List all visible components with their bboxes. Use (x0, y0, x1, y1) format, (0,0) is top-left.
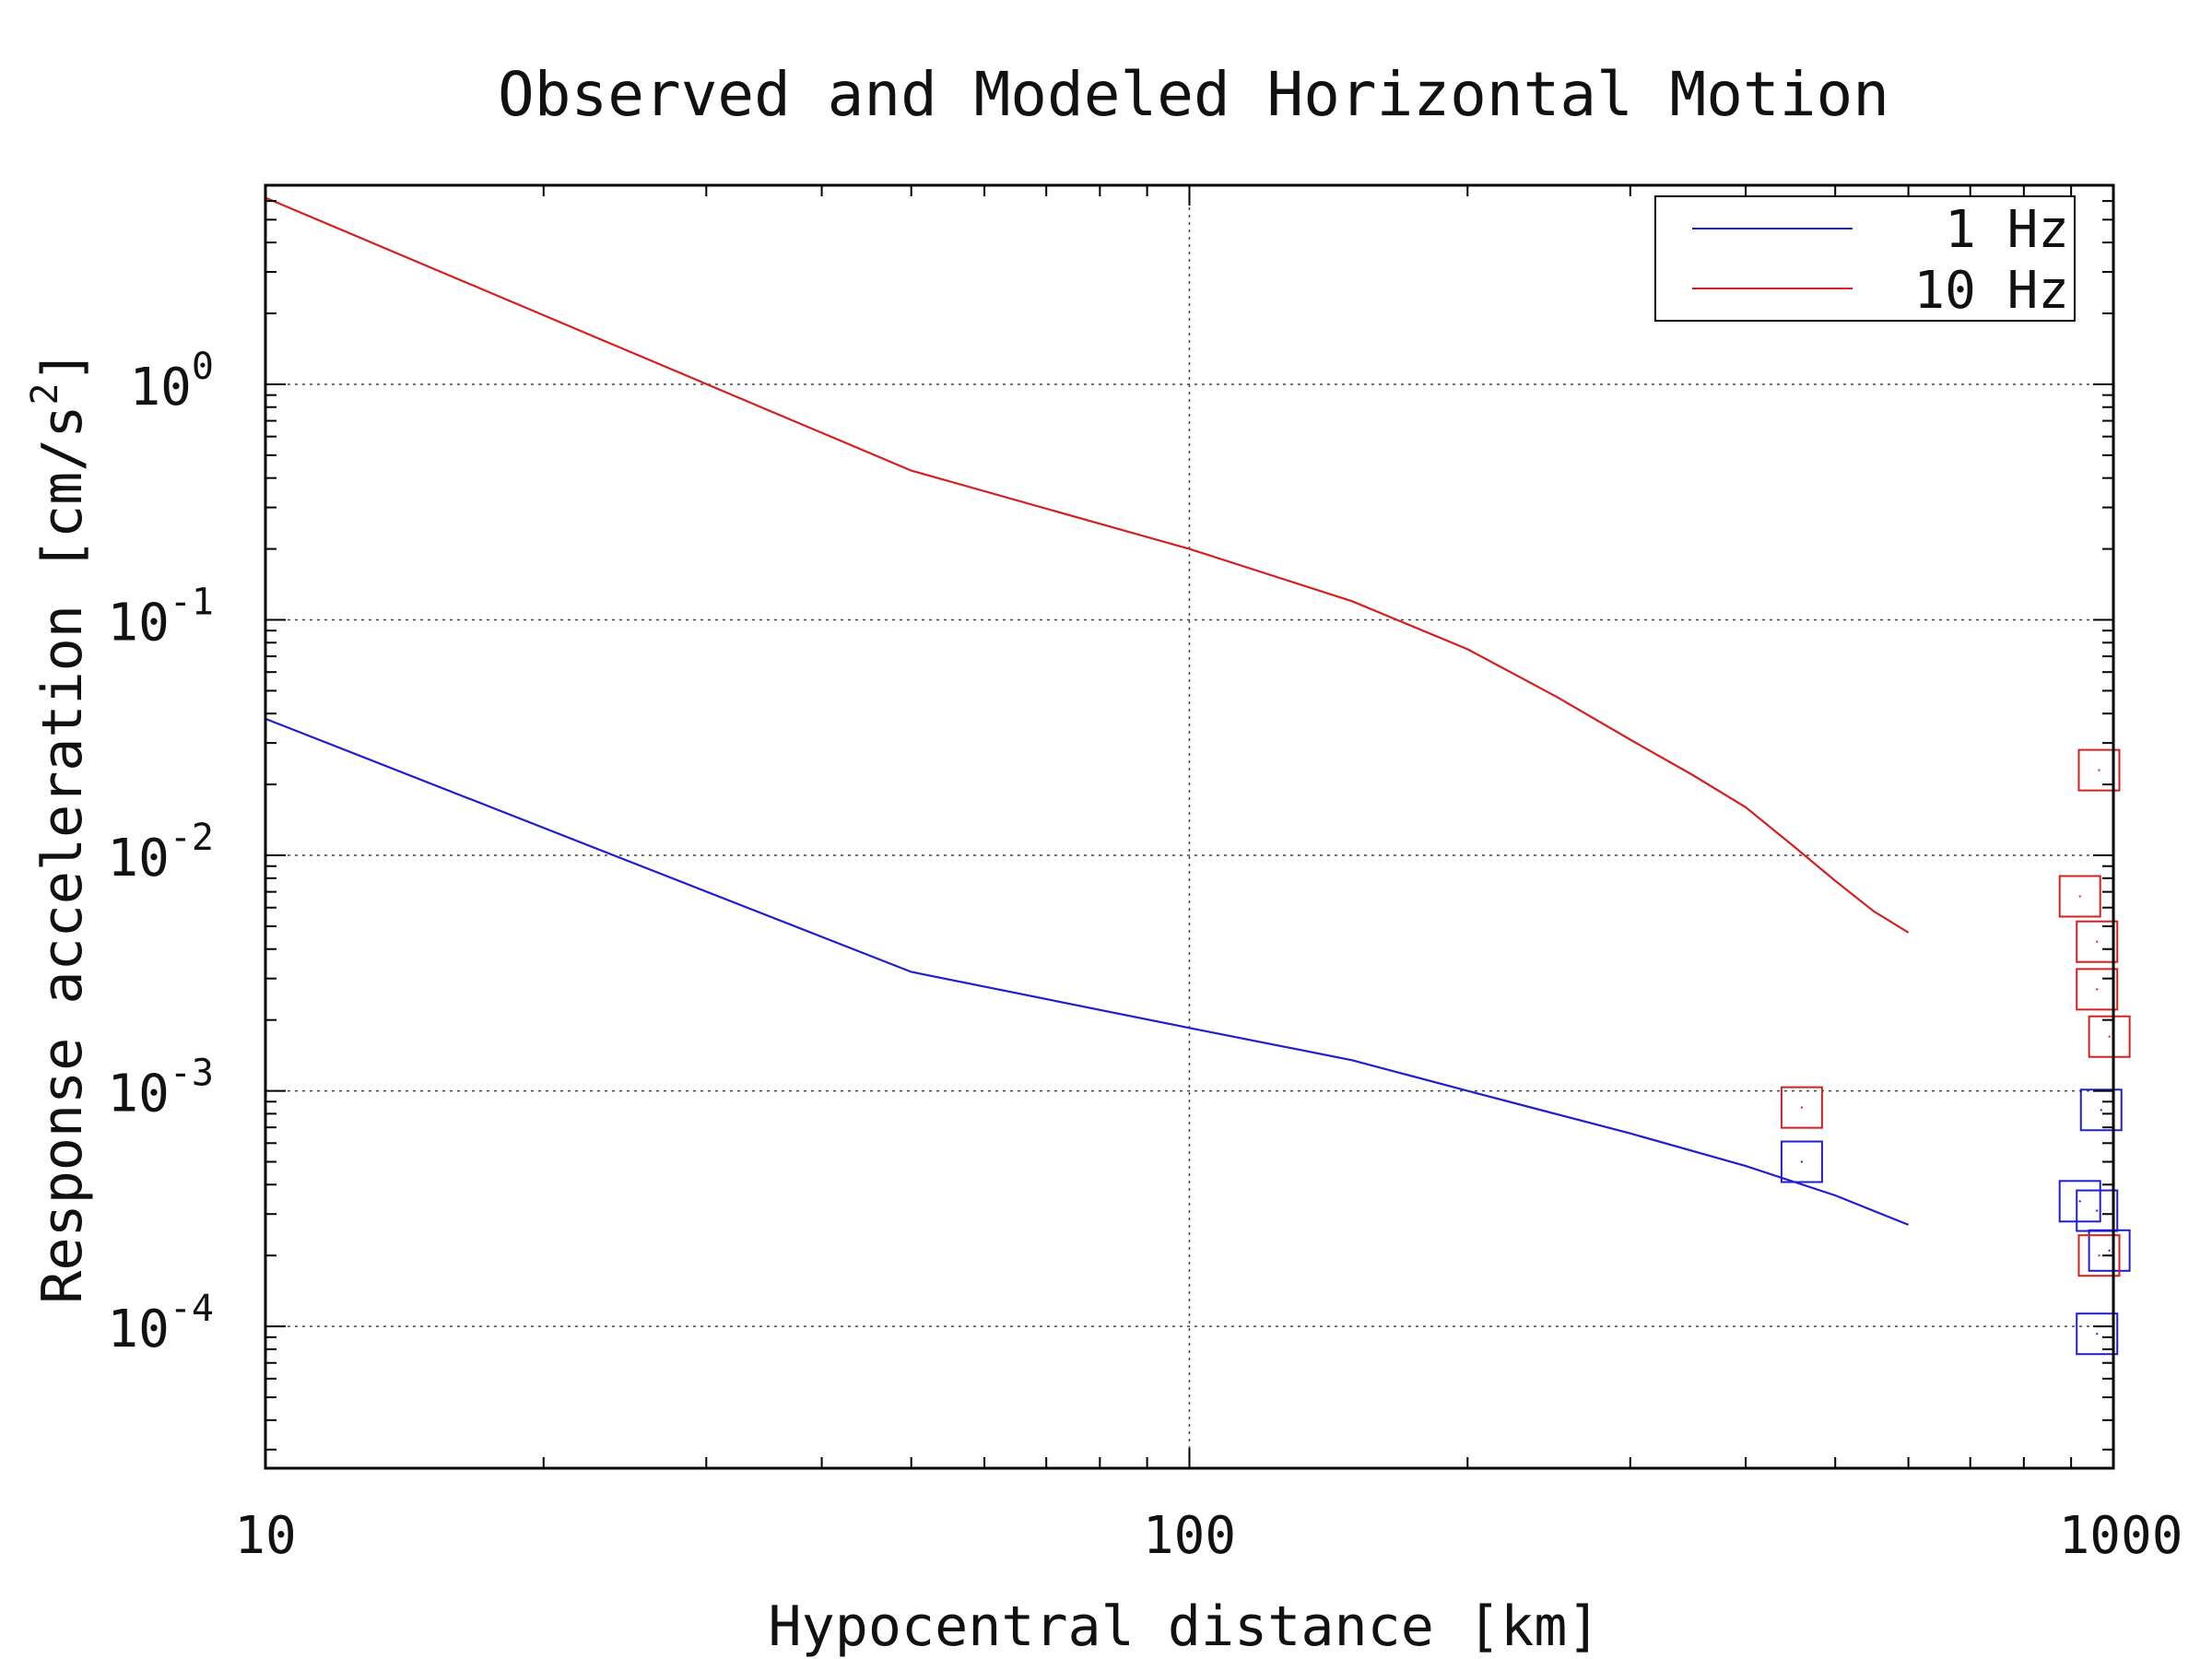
y-axis-label-close: ] (30, 349, 95, 382)
observed-marker (2076, 1312, 2119, 1356)
observed-marker-dot (2096, 1209, 2099, 1212)
observed-marker-dot (2096, 940, 2099, 943)
y-axis-label-sup: 2 (24, 382, 66, 405)
y-tick-exponent: -4 (170, 1288, 214, 1330)
y-tick-label: 10-1 (107, 582, 214, 653)
observed-marker-dot (1800, 1106, 1803, 1109)
observed-marker-dot (2096, 1333, 2099, 1335)
x-axis-label: Hypocentral distance [km] (768, 1594, 1600, 1659)
grid (265, 185, 2113, 1468)
observed-marker (2088, 1015, 2131, 1058)
series-line-10hz (265, 196, 1910, 934)
observed-marker (2088, 1229, 2131, 1272)
observed-marker-dot (2098, 1254, 2100, 1257)
observed-marker-dot (2078, 1200, 2081, 1203)
observed-marker-dot (2096, 988, 2099, 991)
observed-marker (2076, 920, 2119, 963)
observed-marker (2077, 748, 2121, 792)
observed-marker (2076, 968, 2119, 1011)
legend-box (1654, 195, 2076, 322)
x-tick-label: 100 (1143, 1506, 1236, 1566)
observed-marker-dot (2108, 1035, 2111, 1038)
y-tick-exponent: -2 (170, 817, 214, 859)
observed-marker (1780, 1140, 1823, 1183)
observed-markers (1780, 748, 2131, 1356)
observed-marker (2058, 875, 2101, 918)
x-tick-labels: 10 100 1000 (234, 1506, 2183, 1566)
y-tick-label: 10-3 (107, 1053, 214, 1124)
y-tick-label: 10-2 (107, 817, 214, 888)
y-tick-labels: 100 10-1 10-2 10-3 10-4 (107, 346, 214, 1359)
observed-marker-dot (2078, 895, 2081, 898)
y-tick-label: 10-4 (107, 1288, 214, 1359)
legend-label-10hz: 10 Hz (1913, 261, 2069, 321)
x-tick-label: 1000 (2059, 1506, 2183, 1566)
observed-marker (2058, 1180, 2101, 1223)
axis-ticks (265, 184, 2113, 1468)
x-tick-label: 10 (234, 1506, 296, 1566)
observed-marker-dot (2108, 1249, 2111, 1252)
series-layer (265, 196, 1910, 1226)
observed-marker-dot (2098, 769, 2100, 771)
observed-marker-dot (2100, 1109, 2102, 1112)
observed-marker (2079, 1088, 2123, 1132)
legend: 1 Hz 10 Hz (1654, 195, 2076, 322)
observed-marker (1780, 1086, 1823, 1129)
y-tick-exponent: -3 (170, 1053, 214, 1095)
series-line-1hz (265, 717, 1910, 1226)
y-tick-label: 100 (129, 346, 214, 418)
observed-marker (2077, 1234, 2121, 1277)
y-axis-label-main: Response acceleration [cm/s (30, 405, 95, 1303)
chart-title: Observed and Modeled Horizontal Motion (498, 59, 1889, 130)
y-tick-exponent: 0 (192, 346, 214, 388)
legend-label-1hz: 1 Hz (1945, 200, 2069, 260)
observed-marker-dot (1800, 1160, 1803, 1163)
y-tick-exponent: -1 (170, 582, 214, 624)
y-axis-label: Response acceleration [cm/s2] (24, 349, 95, 1304)
